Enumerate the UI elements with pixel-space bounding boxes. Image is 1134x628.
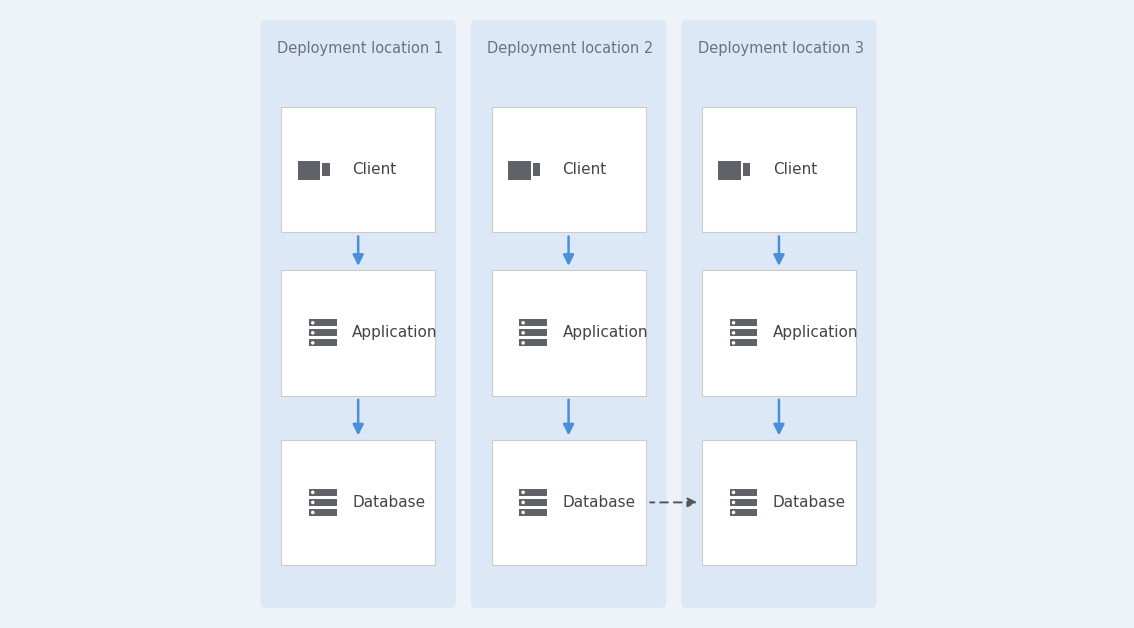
Bar [702, 270, 856, 396]
Circle shape [522, 331, 525, 335]
Bar [281, 107, 435, 232]
Bar [519, 499, 547, 506]
Bar [298, 176, 320, 180]
Bar [702, 440, 856, 565]
Bar [519, 319, 547, 327]
FancyBboxPatch shape [682, 20, 877, 608]
Bar [519, 509, 547, 516]
Bar [508, 176, 531, 180]
Bar [308, 499, 337, 506]
Text: Deployment location 3: Deployment location 3 [697, 41, 864, 56]
Text: Client: Client [562, 162, 607, 177]
Text: Client: Client [352, 162, 396, 177]
Bar [730, 499, 758, 506]
Text: Database: Database [772, 495, 846, 510]
Circle shape [522, 501, 525, 504]
Bar [308, 509, 337, 516]
Circle shape [522, 341, 525, 345]
Circle shape [522, 321, 525, 325]
Circle shape [522, 490, 525, 494]
Bar [519, 489, 547, 496]
Bar [308, 329, 337, 337]
Bar [308, 339, 337, 347]
Bar [702, 107, 856, 232]
Bar [533, 163, 540, 176]
Bar [298, 161, 320, 176]
Circle shape [731, 321, 735, 325]
FancyBboxPatch shape [261, 20, 456, 608]
Bar [730, 489, 758, 496]
Bar [322, 163, 330, 176]
Circle shape [311, 331, 314, 335]
Bar [719, 176, 741, 180]
Text: Database: Database [562, 495, 635, 510]
Bar [719, 161, 741, 176]
Text: Deployment location 2: Deployment location 2 [488, 41, 653, 56]
Circle shape [731, 341, 735, 345]
Bar [492, 440, 645, 565]
Circle shape [731, 511, 735, 514]
Circle shape [311, 490, 314, 494]
Bar [492, 270, 645, 396]
Bar [730, 329, 758, 337]
Bar [308, 319, 337, 327]
Text: Application: Application [562, 325, 648, 340]
Bar [281, 270, 435, 396]
Text: Client: Client [772, 162, 816, 177]
Circle shape [731, 501, 735, 504]
Bar [519, 339, 547, 347]
Circle shape [311, 341, 314, 345]
Bar [730, 339, 758, 347]
Bar [308, 489, 337, 496]
Bar [508, 161, 531, 176]
Bar [743, 163, 751, 176]
FancyBboxPatch shape [471, 20, 666, 608]
Bar [730, 509, 758, 516]
Bar [519, 329, 547, 337]
Circle shape [731, 331, 735, 335]
Circle shape [311, 321, 314, 325]
Bar [730, 319, 758, 327]
Text: Deployment location 1: Deployment location 1 [277, 41, 443, 56]
Text: Database: Database [352, 495, 425, 510]
Circle shape [311, 501, 314, 504]
Bar [281, 440, 435, 565]
Text: Application: Application [772, 325, 858, 340]
Text: Application: Application [352, 325, 438, 340]
Circle shape [311, 511, 314, 514]
Circle shape [731, 490, 735, 494]
Circle shape [522, 511, 525, 514]
Bar [492, 107, 645, 232]
